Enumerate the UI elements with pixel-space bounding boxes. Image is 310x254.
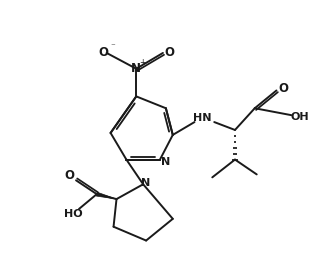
Polygon shape [96,192,117,199]
Text: N: N [161,156,171,167]
Text: HO: HO [64,209,82,219]
Text: N: N [131,62,141,75]
Text: O: O [64,169,74,182]
Text: O: O [278,82,288,95]
Text: O: O [99,46,109,59]
Text: ⁻: ⁻ [110,42,115,52]
Text: OH: OH [291,112,309,122]
Text: HN: HN [193,113,212,123]
Text: N: N [140,178,150,188]
Text: O: O [165,46,175,59]
Text: +: + [139,58,145,67]
